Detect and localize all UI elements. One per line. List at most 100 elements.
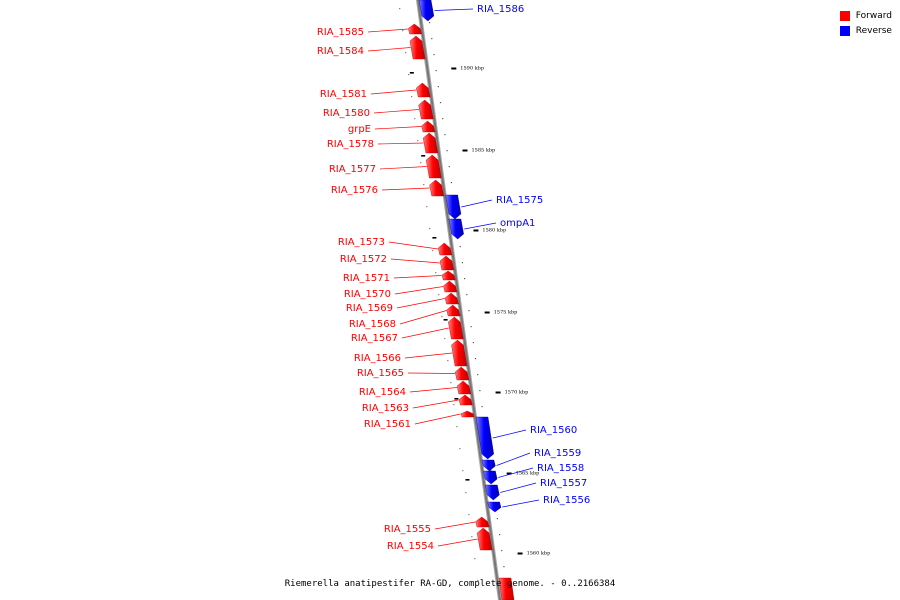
minor-tick xyxy=(402,30,404,32)
legend-label-reverse: Reverse xyxy=(855,25,892,36)
gene-arrow-ria-1556[interactable] xyxy=(487,501,502,513)
gene-arrow-ria-1584[interactable] xyxy=(409,35,426,60)
gene-arrow-ria-1557[interactable] xyxy=(485,484,500,501)
minor-tick xyxy=(399,8,401,10)
gene-label-ria-1581[interactable]: RIA_1581 xyxy=(320,89,367,100)
gene-label-ria-1576[interactable]: RIA_1576 xyxy=(331,185,378,196)
gene-label-ria-1564[interactable]: RIA_1564 xyxy=(359,387,406,398)
minor-tick xyxy=(466,294,468,296)
gene-leader-line xyxy=(388,241,439,250)
minor-tick xyxy=(432,250,434,252)
minor-tick xyxy=(461,262,464,264)
legend-item-forward: Forward xyxy=(839,8,892,23)
gene-label-ria-1578[interactable]: RIA_1578 xyxy=(327,139,374,150)
gene-label-ria-1565[interactable]: RIA_1565 xyxy=(357,368,404,379)
major-tick xyxy=(462,149,468,152)
gene-leader-line xyxy=(370,89,417,95)
gene-arrow-ria-1564[interactable] xyxy=(456,380,472,395)
genome-backbone xyxy=(416,0,502,600)
gene-label-ria-1569[interactable]: RIA_1569 xyxy=(346,303,393,314)
gene-arrow-ria-1560[interactable] xyxy=(475,416,494,460)
gene-label-ria-1556[interactable]: RIA_1556 xyxy=(543,495,590,506)
minor-tick xyxy=(463,278,466,280)
gene-arrow-ria-1577[interactable] xyxy=(425,154,442,179)
minor-tick xyxy=(474,358,477,360)
minor-tick xyxy=(439,102,442,104)
gene-arrow-ria-1578[interactable] xyxy=(422,132,439,154)
gene-arrow-ria-1585[interactable] xyxy=(408,23,422,35)
gene-leader-line xyxy=(437,538,478,547)
gene-label-ria-1570[interactable]: RIA_1570 xyxy=(344,289,391,300)
gene-label-ria-1572[interactable]: RIA_1572 xyxy=(340,254,387,265)
minor-tick xyxy=(435,70,437,72)
gene-label-ria-1561[interactable]: RIA_1561 xyxy=(364,419,411,430)
gene-arrow-ria-1571[interactable] xyxy=(441,270,456,281)
minor-tick xyxy=(411,96,413,98)
gene-label-ria-1580[interactable]: RIA_1580 xyxy=(323,108,370,119)
gene-leader-line xyxy=(393,275,442,279)
minor-tick xyxy=(438,294,440,296)
gene-leader-line xyxy=(404,352,453,359)
gene-label-ria-1585[interactable]: RIA_1585 xyxy=(317,27,364,38)
gene-leader-line xyxy=(409,387,457,393)
gene-arrow-ria-1576[interactable] xyxy=(429,179,445,197)
tick-label: 1575 kbp xyxy=(494,310,518,316)
tick-label: 1565 kbp xyxy=(516,471,540,477)
gene-arrow-ria-1573[interactable] xyxy=(437,242,453,256)
gene-arrow-ria-1586[interactable] xyxy=(418,0,435,22)
gene-arrow-ria-1554[interactable] xyxy=(476,527,493,551)
gene-arrow-ompa1[interactable] xyxy=(448,218,464,240)
gene-arrow-ria-1558[interactable] xyxy=(483,470,498,485)
gene-arrow-ria-1565[interactable] xyxy=(454,366,470,381)
gene-arrow-ria-1567[interactable] xyxy=(448,316,464,340)
major-tick xyxy=(443,319,448,321)
gene-label-ria-1571[interactable]: RIA_1571 xyxy=(343,273,390,284)
minor-tick xyxy=(470,326,472,328)
gene-label-grpe[interactable]: grpE xyxy=(348,124,371,135)
gene-label-ria-1566[interactable]: RIA_1566 xyxy=(354,353,401,364)
gene-arrow-ria-1570[interactable] xyxy=(443,280,458,293)
minor-tick xyxy=(471,536,473,538)
gene-arrow-partial xyxy=(498,577,515,600)
gene-leader-line xyxy=(464,222,497,230)
gene-arrow-ria-1580[interactable] xyxy=(418,99,434,120)
major-tick xyxy=(495,391,501,394)
gene-arrow-ria-1581[interactable] xyxy=(416,82,431,98)
gene-label-ria-1584[interactable]: RIA_1584 xyxy=(317,46,364,57)
gene-label-ria-1577[interactable]: RIA_1577 xyxy=(329,164,376,175)
gene-arrow-ria-1566[interactable] xyxy=(451,339,468,367)
gene-leader-line xyxy=(390,258,440,264)
gene-label-ria-1558[interactable]: RIA_1558 xyxy=(537,463,584,474)
gene-label-ria-1586[interactable]: RIA_1586 xyxy=(477,4,524,15)
minor-tick xyxy=(498,534,501,536)
gene-label-ria-1559[interactable]: RIA_1559 xyxy=(534,448,581,459)
minor-tick xyxy=(459,448,461,450)
gene-arrow-ria-1559[interactable] xyxy=(481,459,496,472)
gene-arrow-grpe[interactable] xyxy=(421,120,436,133)
gene-label-ria-1575[interactable]: RIA_1575 xyxy=(496,195,543,206)
minor-tick xyxy=(479,390,481,392)
gene-label-ria-1567[interactable]: RIA_1567 xyxy=(351,333,398,344)
gene-leader-line xyxy=(434,8,474,11)
gene-label-ria-1568[interactable]: RIA_1568 xyxy=(349,319,396,330)
gene-label-ria-1555[interactable]: RIA_1555 xyxy=(384,524,431,535)
tick-label: 1560 kbp xyxy=(527,551,551,557)
gene-label-ria-1557[interactable]: RIA_1557 xyxy=(540,478,587,489)
gene-arrow-ria-1561[interactable] xyxy=(460,410,475,418)
gene-arrow-ria-1555[interactable] xyxy=(475,516,490,528)
gene-arrow-ria-1572[interactable] xyxy=(439,255,455,271)
gene-label-ria-1554[interactable]: RIA_1554 xyxy=(387,541,434,552)
gene-label-ompa1[interactable]: ompA1 xyxy=(500,218,535,229)
major-tick xyxy=(484,311,490,314)
gene-arrow-ria-1575[interactable] xyxy=(445,194,462,220)
gene-label-ria-1560[interactable]: RIA_1560 xyxy=(530,425,577,436)
minor-tick xyxy=(496,518,498,520)
minor-tick xyxy=(414,118,416,120)
gene-arrow-ria-1563[interactable] xyxy=(458,394,473,406)
gene-arrow-ria-1568[interactable] xyxy=(446,304,461,317)
gene-arrow-ria-1569[interactable] xyxy=(444,292,459,305)
minor-tick xyxy=(437,86,439,88)
major-tick xyxy=(454,398,459,400)
gene-label-ria-1573[interactable]: RIA_1573 xyxy=(338,237,385,248)
gene-label-ria-1563[interactable]: RIA_1563 xyxy=(362,403,409,414)
